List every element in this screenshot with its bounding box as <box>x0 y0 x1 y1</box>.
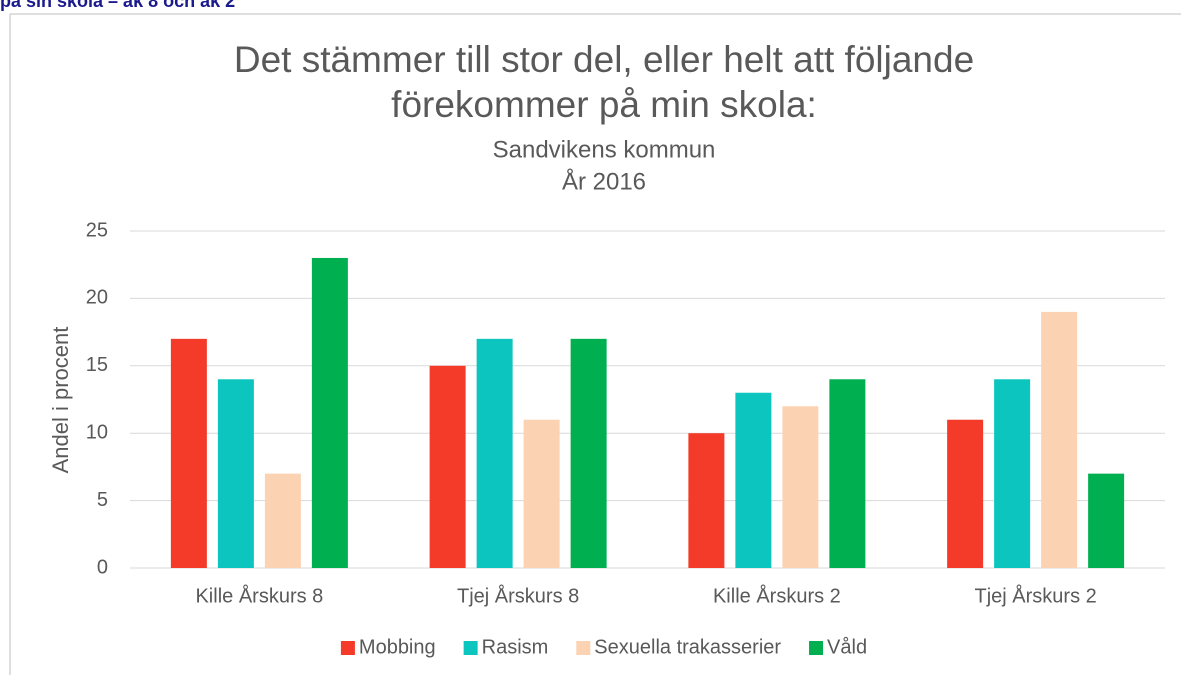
x-tick-label: Tjej Årskurs 8 <box>457 584 579 607</box>
bar <box>429 365 466 568</box>
chart-title: förekommer på min skola: <box>391 84 817 125</box>
y-axis-label: Andel i procent <box>48 327 73 474</box>
bar <box>311 257 348 568</box>
chart-subtitle: År 2016 <box>562 167 646 195</box>
bar <box>523 419 560 568</box>
y-tick-label: 25 <box>86 219 108 241</box>
legend-label: Sexuella trakasserier <box>594 636 781 658</box>
legend-swatch <box>809 641 824 655</box>
bar <box>476 338 513 568</box>
y-tick-label: 5 <box>97 489 108 511</box>
legend-label: Mobbing <box>359 636 436 658</box>
bar <box>735 392 772 568</box>
bar <box>994 379 1031 568</box>
x-tick-label: Kille Årskurs 2 <box>713 584 841 607</box>
y-tick-label: 20 <box>86 287 108 309</box>
bar <box>264 473 301 568</box>
bar <box>1041 311 1078 568</box>
x-tick-label: Kille Årskurs 8 <box>195 584 323 607</box>
bar <box>570 338 607 568</box>
bar <box>947 419 984 568</box>
bar <box>829 379 866 568</box>
legend-swatch <box>340 641 355 655</box>
bar <box>1088 473 1125 568</box>
header: på sin skola – åk 8 och åk 2 <box>0 0 235 11</box>
legend-swatch <box>463 641 478 655</box>
chart-subtitle: Sandvikens kommun <box>493 136 716 163</box>
x-tick-label: Tjej Årskurs 2 <box>975 584 1097 607</box>
legend-label: Våld <box>827 636 867 658</box>
y-tick-label: 10 <box>86 421 108 443</box>
legend-label: Rasism <box>482 636 549 658</box>
bar <box>688 433 725 568</box>
bar <box>782 406 819 568</box>
bar <box>217 379 254 568</box>
y-tick-label: 15 <box>86 354 108 376</box>
bar <box>170 338 207 568</box>
legend-swatch <box>576 641 591 655</box>
y-tick-label: 0 <box>97 556 108 578</box>
chart-title: Det stämmer till stor del, eller helt at… <box>234 39 974 80</box>
